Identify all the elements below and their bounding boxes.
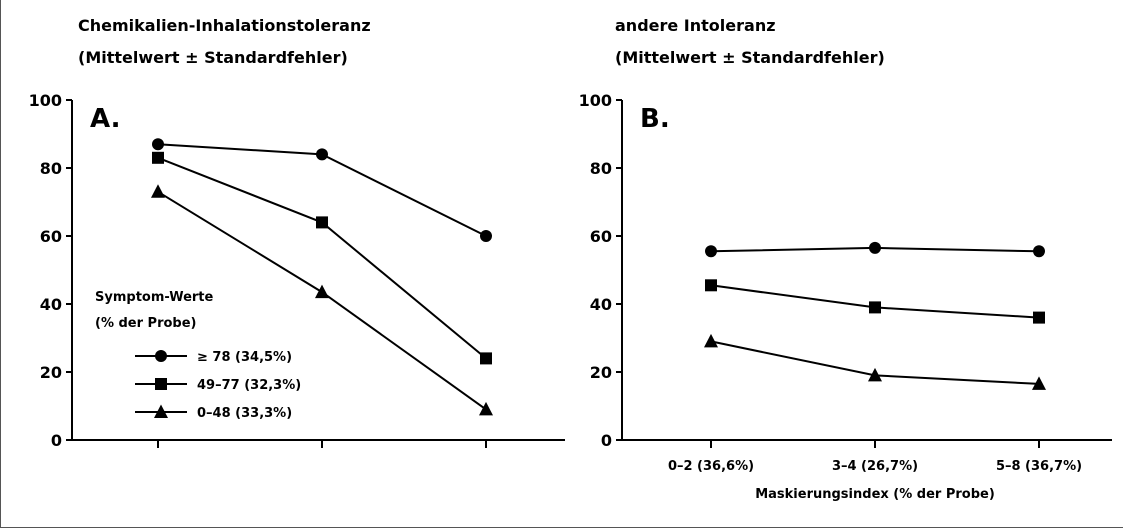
chart-b-title: andere Intoleranz: [615, 16, 776, 35]
chart-b-subtitle: (Mittelwert ± Standardfehler): [615, 48, 885, 67]
chart-a-y-tick-label: 0: [51, 431, 62, 450]
legend-entry-label: ≥ 78 (34,5%): [197, 350, 292, 365]
chart-a-series-triangle-point: [315, 284, 329, 299]
chart-a-series-square-point: [152, 151, 164, 164]
chart-b-y-tick-label: 0: [601, 431, 612, 450]
chart-a-panel-label: A.: [90, 104, 120, 134]
legend-marker-square: [155, 378, 167, 390]
chart-b-panel-label: B.: [640, 104, 670, 134]
chart-a-subtitle: (Mittelwert ± Standardfehler): [78, 48, 348, 67]
chart-b-series-square-point: [1033, 311, 1045, 324]
legend-marker-triangle: [154, 404, 168, 418]
chart-a-series-square-point: [480, 352, 492, 365]
legend-title-line1: Symptom-Werte: [95, 290, 214, 305]
chart-b-x-tick-label: 3–4 (26,7%): [832, 459, 918, 474]
chart-a-series-circle-point: [316, 148, 328, 161]
chart-b-y-tick-label: 100: [579, 91, 612, 110]
chart-a-y-tick-label: 80: [40, 159, 62, 178]
chart-b-series-square-point: [705, 279, 717, 292]
legend-entry-label: 49–77 (32,3%): [197, 378, 301, 393]
chart-a: 0 20 40 60 80 100 ≥ 78 (34,5%) 49–77 (32,3%) 0–4…: [29, 91, 565, 450]
chart-a-series-triangle-point: [151, 184, 165, 198]
chart-b-series-circle-point: [869, 241, 881, 254]
chart-b-series-triangle-point: [868, 367, 882, 382]
chart-b-y-tick-label: 40: [590, 295, 612, 314]
chart-a-y-tick-label: 40: [40, 295, 62, 314]
chart-b-y-tick-label: 80: [590, 159, 612, 178]
legend-title-line2: (% der Probe): [95, 316, 197, 331]
chart-b-x-tick-label: 5–8 (36,7%): [996, 459, 1082, 474]
chart-b-series-triangle-point: [1032, 376, 1046, 390]
chart-a-series-triangle-point: [479, 401, 493, 416]
chart-a-series-square-point: [316, 216, 328, 229]
chart-a-y-tick-label: 20: [40, 363, 62, 382]
chart-b-x-tick-label: 0–2 (36,6%): [668, 459, 754, 474]
chart-b-y-tick-label: 20: [590, 363, 612, 382]
chart-a-title: Chemikalien-Inhalationstoleranz: [78, 16, 371, 35]
chart-a-series-square-line: [157, 156, 487, 360]
legend-marker-circle: [155, 350, 167, 362]
chart-b: 0 20 40 60 80 100 0–2 (36,6%) 3–4 (26,7%) 5–8 (3…: [579, 91, 1112, 474]
chart-b-y-tick-label: 60: [590, 227, 612, 246]
chart-a-series-circle-point: [152, 138, 164, 151]
chart-b-series-circle-point: [1033, 245, 1045, 258]
chart-b-series-square-point: [869, 301, 881, 314]
chart-b-series-circle-point: [705, 245, 717, 258]
chart-a-y-tick-label: 60: [40, 227, 62, 246]
chart-a-series-circle-point: [480, 230, 492, 242]
chart-a-y-tick-label: 100: [29, 91, 62, 110]
chart-b-x-axis-label: Maskierungsindex (% der Probe): [755, 487, 995, 502]
chart-b-series-triangle-point: [704, 333, 718, 348]
legend-entry-label: 0–48 (33,3%): [197, 406, 292, 421]
